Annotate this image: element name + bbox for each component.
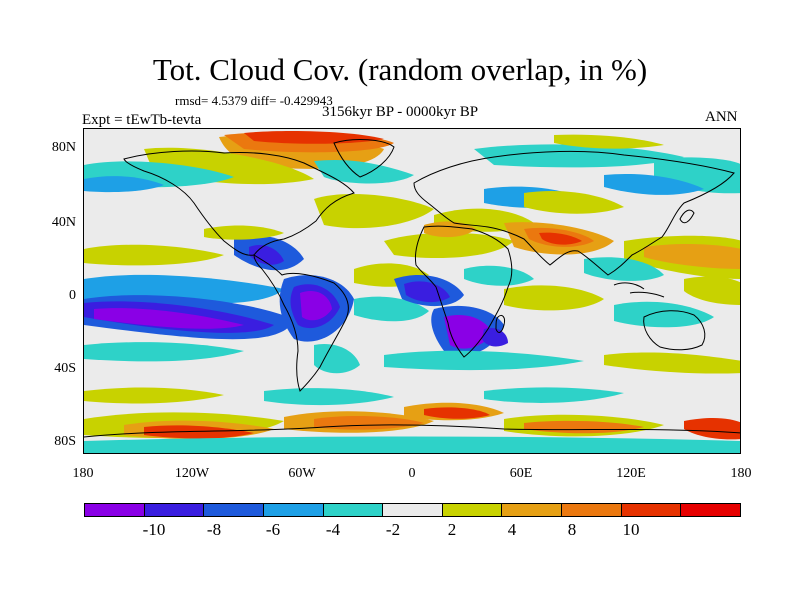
season-label: ANN — [705, 109, 738, 125]
colorbar — [84, 503, 741, 517]
stats-text: rmsd= 4.5379 diff= -0.429943 — [175, 93, 333, 108]
world-map-panel — [83, 128, 741, 454]
lat-label: 40N — [51, 215, 76, 230]
colorbar-swatch — [681, 504, 741, 516]
lon-label: 60W — [288, 466, 316, 481]
colorbar-label: 10 — [622, 520, 640, 539]
colorbar-swatch — [263, 504, 324, 516]
colorbar-swatch — [442, 504, 503, 516]
lat-label: 0 — [69, 288, 76, 303]
colorbar-swatch — [383, 504, 443, 516]
lon-label: 60E — [509, 466, 533, 481]
colorbar-label: 4 — [507, 520, 517, 539]
experiment-label: Expt = tEwTb-tevta — [82, 112, 202, 128]
map-title: Tot. Cloud Cov. (random overlap, in %) — [152, 52, 648, 87]
lon-label: 120W — [174, 466, 210, 481]
lon-label: 0 — [408, 466, 416, 481]
colorbar-label: 2 — [447, 520, 457, 539]
lat-label: 80S — [54, 434, 76, 449]
colorbar-label: -6 — [265, 520, 281, 539]
lat-label: 40S — [54, 361, 76, 376]
lon-label: 120E — [616, 466, 646, 481]
colorbar-swatch — [621, 504, 682, 516]
colorbar-label: -2 — [385, 520, 401, 539]
colorbar-swatch — [502, 504, 563, 516]
period-label: 3156kyr BP - 0000kyr BP — [322, 104, 479, 120]
colorbar-label: -10 — [142, 520, 166, 539]
colorbar-swatch — [144, 504, 205, 516]
colorbar-swatch — [562, 504, 622, 516]
lon-label: 180 — [72, 466, 94, 481]
colorbar-swatch — [323, 504, 384, 516]
colorbar-label: 8 — [567, 520, 577, 539]
cloud-cover-field — [84, 131, 740, 453]
colorbar-swatch — [85, 504, 145, 516]
colorbar-swatch — [204, 504, 264, 516]
colorbar-label: -8 — [206, 520, 222, 539]
colorbar-label: -4 — [325, 520, 341, 539]
lat-label: 80N — [51, 140, 76, 155]
lon-label: 180 — [730, 466, 752, 481]
